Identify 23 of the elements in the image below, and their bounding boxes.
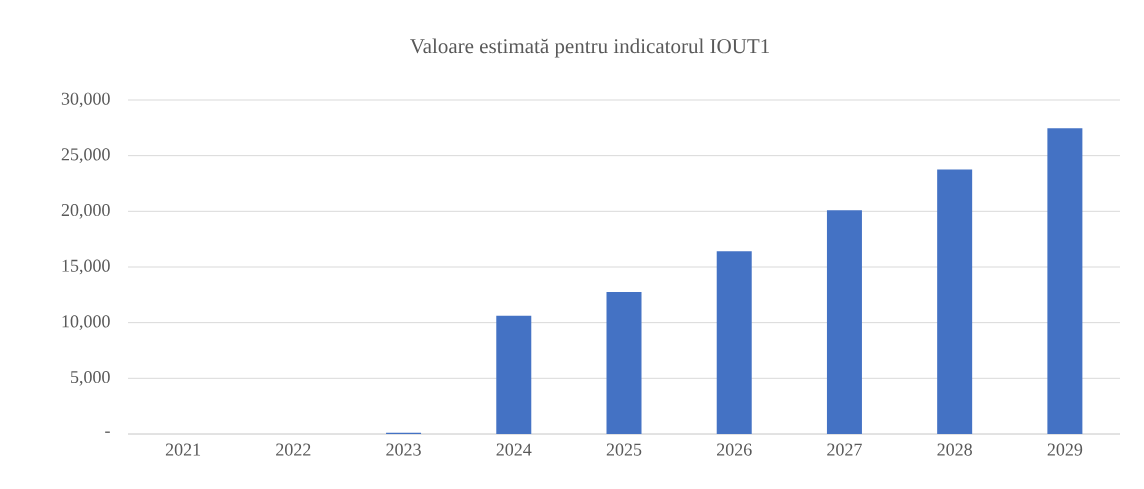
bar bbox=[716, 251, 752, 434]
bar bbox=[606, 292, 642, 434]
y-tick-label: 20,000 bbox=[61, 203, 110, 219]
x-tick-label: 2022 bbox=[276, 443, 311, 456]
y-tick-label: 30,000 bbox=[61, 92, 110, 108]
x-tick-label: 2028 bbox=[937, 443, 972, 456]
x-tick-label: 2025 bbox=[606, 443, 642, 456]
bar bbox=[826, 210, 862, 434]
x-tick-label: 2026 bbox=[717, 443, 752, 456]
x-tick-label: 2023 bbox=[386, 443, 421, 456]
bar bbox=[496, 315, 532, 434]
y-tick-label: 10,000 bbox=[62, 315, 110, 331]
x-tick-label: 2024 bbox=[496, 443, 532, 456]
x-tick-label: 2029 bbox=[1047, 443, 1083, 456]
x-tick-label: 2021 bbox=[165, 443, 201, 456]
y-tick-label: 25,000 bbox=[61, 148, 110, 164]
bar bbox=[937, 169, 973, 434]
y-tick-label: 5,000 bbox=[71, 370, 110, 386]
bar bbox=[1047, 128, 1083, 434]
chart-title: Valoare estimată pentru indicatorul IOUT1 bbox=[410, 38, 769, 58]
y-tick-label: 15,000 bbox=[62, 259, 110, 275]
x-tick-label: 2027 bbox=[827, 443, 862, 456]
y-tick-label: - bbox=[105, 431, 110, 433]
